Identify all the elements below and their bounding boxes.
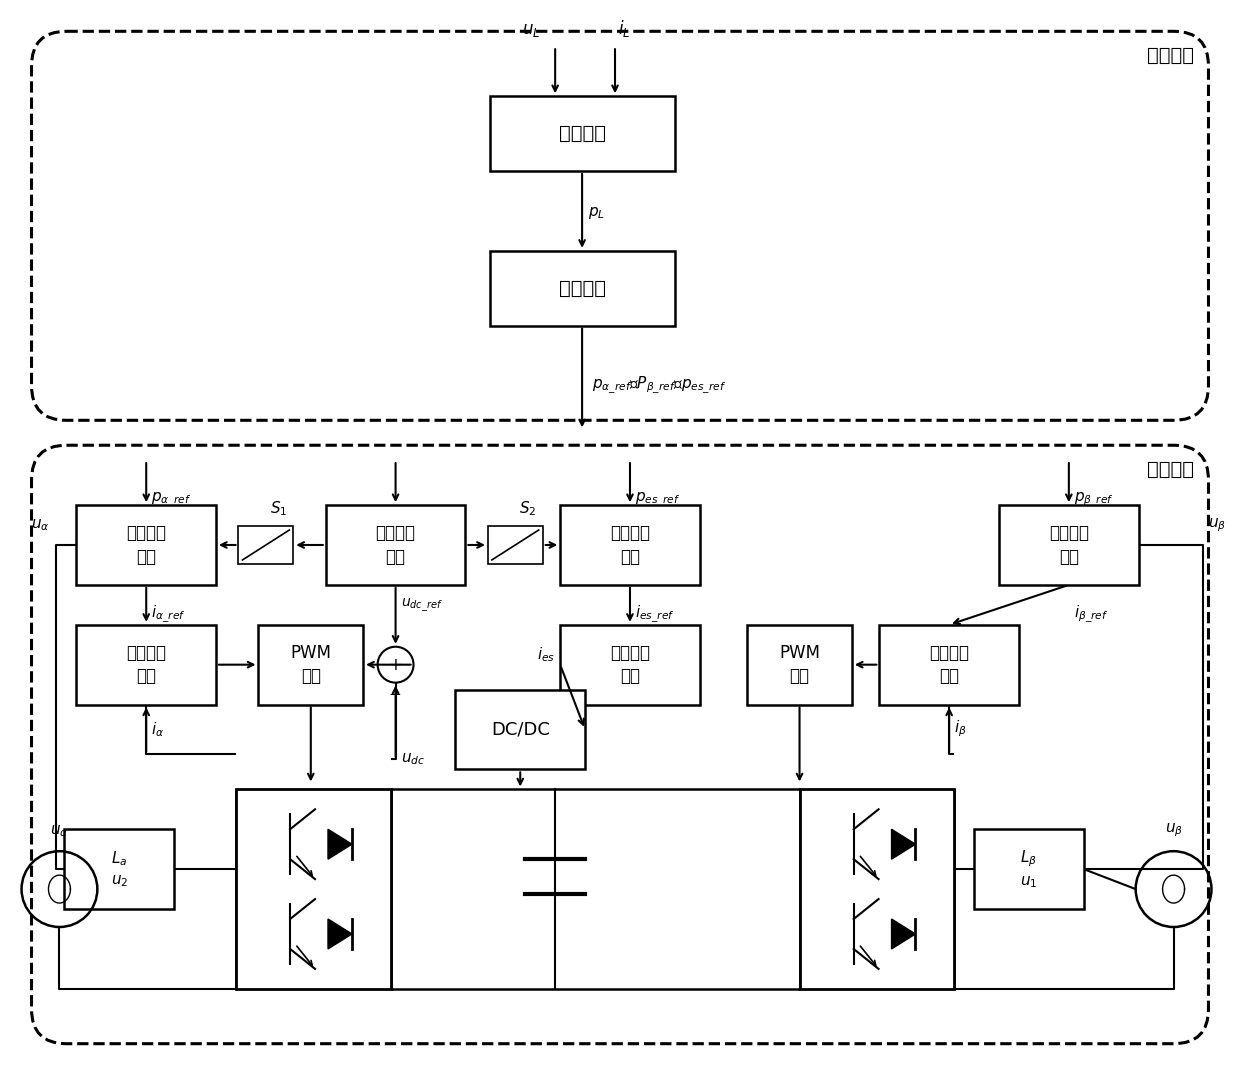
Bar [560, 505, 699, 585]
Text: $i_L$: $i_L$ [618, 18, 630, 39]
Bar [490, 96, 675, 171]
Text: $L_{\beta}$
$u_1$: $L_{\beta}$ $u_1$ [1021, 848, 1038, 891]
Text: −: − [388, 687, 401, 701]
Text: 电流内环
控制: 电流内环 控制 [929, 644, 970, 685]
Polygon shape [329, 829, 352, 859]
Text: $u_L$: $u_L$ [522, 22, 541, 39]
Text: 直流电压
控制: 直流电压 控制 [376, 524, 415, 565]
Text: $p_L$: $p_L$ [588, 205, 605, 221]
Text: $u_{\alpha}$: $u_{\alpha}$ [50, 824, 68, 839]
Bar [238, 526, 294, 564]
Text: 负荷检测: 负荷检测 [559, 124, 606, 143]
Text: 电流内环
控制: 电流内环 控制 [610, 644, 650, 685]
Text: 上层控制: 上层控制 [1147, 46, 1194, 66]
Polygon shape [892, 919, 915, 949]
Bar [455, 689, 585, 769]
Bar [748, 625, 852, 704]
Bar [560, 625, 699, 704]
Bar [975, 829, 1084, 909]
Text: $S_2$: $S_2$ [520, 500, 537, 518]
Text: +: + [388, 656, 403, 674]
Bar [487, 526, 543, 564]
Text: PWM
调制: PWM 调制 [290, 644, 331, 685]
Text: $L_{a}$
$u_2$: $L_{a}$ $u_2$ [110, 849, 128, 890]
Bar [490, 251, 675, 325]
Text: $i_{\beta}$: $i_{\beta}$ [954, 718, 967, 740]
Text: 电流内环
控制: 电流内环 控制 [126, 644, 166, 685]
Bar [258, 625, 363, 704]
Text: $S_1$: $S_1$ [270, 500, 288, 518]
Polygon shape [329, 919, 352, 949]
Text: $p_{\alpha\_ref}$，$P_{\beta\_ref}$，$p_{es\_ref}$: $p_{\alpha\_ref}$，$P_{\beta\_ref}$，$p_{e… [591, 375, 727, 396]
Text: $u_{dc}$: $u_{dc}$ [401, 752, 425, 767]
Text: $i_{\beta\_ref}$: $i_{\beta\_ref}$ [1074, 604, 1109, 626]
Polygon shape [892, 829, 915, 859]
Bar [879, 625, 1019, 704]
Text: $u_{\beta}$: $u_{\beta}$ [1164, 822, 1183, 839]
Text: 模式判断: 模式判断 [559, 279, 606, 297]
Text: $u_{\beta}$: $u_{\beta}$ [1209, 516, 1226, 534]
Text: $p_{es\_ref}$: $p_{es\_ref}$ [635, 491, 681, 509]
Bar [236, 789, 391, 989]
Text: PWM
调制: PWM 调制 [779, 644, 820, 685]
Text: $i_{es}$: $i_{es}$ [537, 645, 556, 665]
Text: 下层控制: 下层控制 [1147, 460, 1194, 479]
Text: $i_{es\_ref}$: $i_{es\_ref}$ [635, 604, 675, 626]
Text: 功率外环
控制: 功率外环 控制 [610, 524, 650, 565]
Bar [64, 829, 174, 909]
Text: DC/DC: DC/DC [491, 721, 549, 739]
Bar [326, 505, 465, 585]
Text: $p_{\alpha\_ref}$: $p_{\alpha\_ref}$ [151, 491, 191, 509]
Text: $i_{\alpha\_ref}$: $i_{\alpha\_ref}$ [151, 604, 186, 626]
Text: $u_{dc\_ref}$: $u_{dc\_ref}$ [401, 597, 443, 614]
Circle shape [378, 646, 413, 683]
Bar [800, 789, 954, 989]
Text: 功率外环
控制: 功率外环 控制 [126, 524, 166, 565]
Text: 功率外环
控制: 功率外环 控制 [1049, 524, 1089, 565]
Bar [77, 625, 216, 704]
Bar [999, 505, 1138, 585]
Text: $u_{\alpha}$: $u_{\alpha}$ [31, 517, 50, 533]
Text: $i_{\alpha}$: $i_{\alpha}$ [151, 721, 165, 740]
Bar [77, 505, 216, 585]
Text: $p_{\beta\_ref}$: $p_{\beta\_ref}$ [1074, 491, 1114, 509]
